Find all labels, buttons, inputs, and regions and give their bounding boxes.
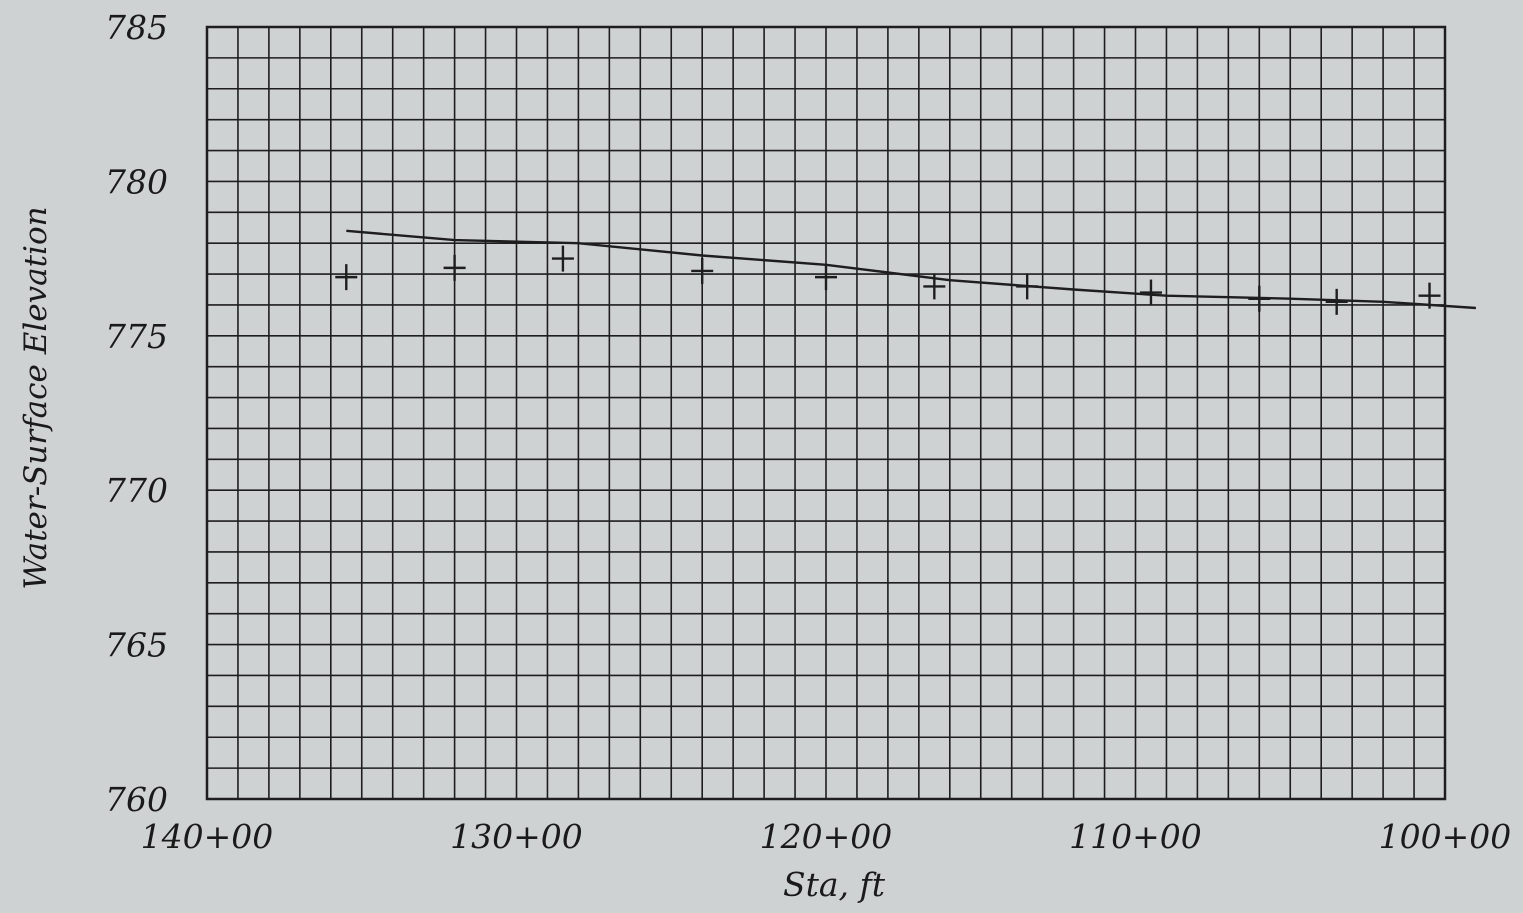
x-axis-label: Sta, ft (783, 865, 886, 904)
observed-point-marker (335, 264, 358, 291)
y-axis-label: Water-Surface Elevation (18, 206, 54, 589)
grid (207, 27, 1445, 799)
y-tick-label: 780 (105, 162, 168, 201)
y-tick-label: 760 (105, 780, 168, 819)
observed-point-marker (815, 264, 837, 291)
observed-point-marker (1418, 282, 1441, 309)
observed-point-marker (1248, 285, 1271, 312)
profile-line (346, 229, 1476, 310)
observed-point-marker (443, 254, 466, 281)
observed-point-marker (1139, 279, 1162, 306)
x-tick-label: 140+00 (141, 817, 274, 856)
y-tick-label: 775 (105, 317, 168, 356)
observed-point-marker (551, 245, 574, 272)
x-tick-label: 130+00 (450, 817, 583, 856)
x-tick-label: 120+00 (760, 817, 893, 856)
x-tick-labels: 140+00 130+00 120+00 110+00 100+00 (141, 817, 1512, 856)
y-tick-label: 785 (105, 8, 168, 47)
data-marks (335, 229, 1476, 315)
observed-point-marker (1325, 288, 1348, 315)
y-tick-labels: 785 780 775 770 765 760 (105, 8, 168, 819)
observed-point-marker (1016, 273, 1039, 300)
y-tick-label: 770 (105, 471, 168, 510)
observed-point-marker (691, 257, 714, 284)
observed-point-marker (923, 273, 946, 300)
x-tick-label: 100+00 (1379, 817, 1512, 856)
x-tick-label: 110+00 (1069, 817, 1202, 856)
y-tick-label: 765 (105, 626, 168, 665)
